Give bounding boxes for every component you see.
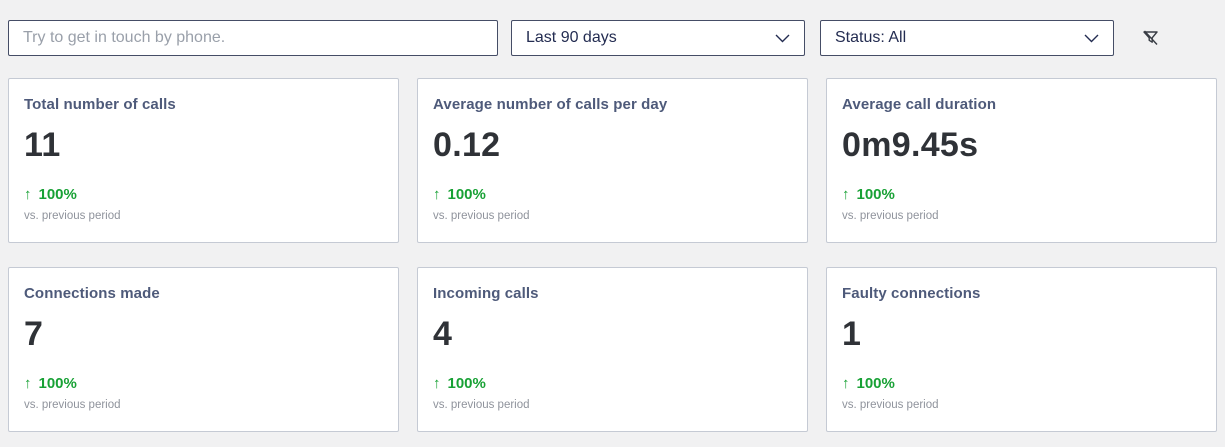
stat-card-delta-value: 100% (447, 375, 486, 392)
status-dropdown[interactable]: Status: All (820, 20, 1114, 56)
stat-card-connections-made: Connections made 7 ↑ 100% vs. previous p… (8, 267, 399, 432)
date-range-value: Last 90 days (526, 29, 617, 46)
stat-card-avg-call-duration: Average call duration 0m9.45s ↑ 100% vs.… (826, 78, 1217, 243)
stat-cards-grid: Total number of calls 11 ↑ 100% vs. prev… (8, 78, 1217, 432)
stat-card-delta: ↑ 100% (842, 375, 895, 392)
phone-search-input[interactable] (8, 20, 498, 56)
stat-card-caption: vs. previous period (433, 399, 530, 411)
status-value: Status: All (835, 29, 907, 46)
stat-card-faulty-connections: Faulty connections 1 ↑ 100% vs. previous… (826, 267, 1217, 432)
stat-card-delta: ↑ 100% (24, 186, 77, 203)
up-arrow-icon: ↑ (433, 375, 441, 392)
stat-card-value: 7 (24, 315, 44, 353)
up-arrow-icon: ↑ (24, 186, 32, 203)
stat-card-title: Average number of calls per day (433, 96, 668, 113)
stat-card-delta: ↑ 100% (433, 375, 486, 392)
stat-card-avg-calls-per-day: Average number of calls per day 0.12 ↑ 1… (417, 78, 808, 243)
stat-card-delta-value: 100% (38, 186, 77, 203)
stat-card-caption: vs. previous period (433, 210, 530, 222)
stat-card-caption: vs. previous period (842, 210, 939, 222)
chevron-down-icon (775, 34, 790, 42)
stat-card-caption: vs. previous period (24, 210, 121, 222)
stat-card-delta: ↑ 100% (842, 186, 895, 203)
stat-card-title: Average call duration (842, 96, 997, 113)
up-arrow-icon: ↑ (433, 186, 441, 203)
stat-card-delta-value: 100% (447, 186, 486, 203)
stat-card-value: 0m9.45s (842, 126, 979, 164)
filter-off-icon (1143, 30, 1158, 45)
stat-card-incoming-calls: Incoming calls 4 ↑ 100% vs. previous per… (417, 267, 808, 432)
stat-card-title: Incoming calls (433, 285, 539, 302)
stat-card-delta-value: 100% (856, 375, 895, 392)
stat-card-title: Faulty connections (842, 285, 981, 302)
stat-card-title: Total number of calls (24, 96, 176, 113)
date-range-dropdown[interactable]: Last 90 days (511, 20, 805, 56)
stat-card-delta-value: 100% (856, 186, 895, 203)
chevron-down-icon (1084, 34, 1099, 42)
stat-card-value: 11 (24, 126, 61, 164)
stat-card-value: 1 (842, 315, 862, 353)
stat-card-value: 0.12 (433, 126, 501, 164)
up-arrow-icon: ↑ (842, 375, 850, 392)
stat-card-delta-value: 100% (38, 375, 77, 392)
stat-card-delta: ↑ 100% (24, 375, 77, 392)
stat-card-caption: vs. previous period (842, 399, 939, 411)
filter-bar: Last 90 days Status: All (0, 0, 1225, 56)
stat-card-value: 4 (433, 315, 453, 353)
clear-filters-button[interactable] (1137, 24, 1165, 52)
stat-card-delta: ↑ 100% (433, 186, 486, 203)
stat-card-caption: vs. previous period (24, 399, 121, 411)
up-arrow-icon: ↑ (842, 186, 850, 203)
up-arrow-icon: ↑ (24, 375, 32, 392)
stat-card-total-calls: Total number of calls 11 ↑ 100% vs. prev… (8, 78, 399, 243)
stat-card-title: Connections made (24, 285, 160, 302)
